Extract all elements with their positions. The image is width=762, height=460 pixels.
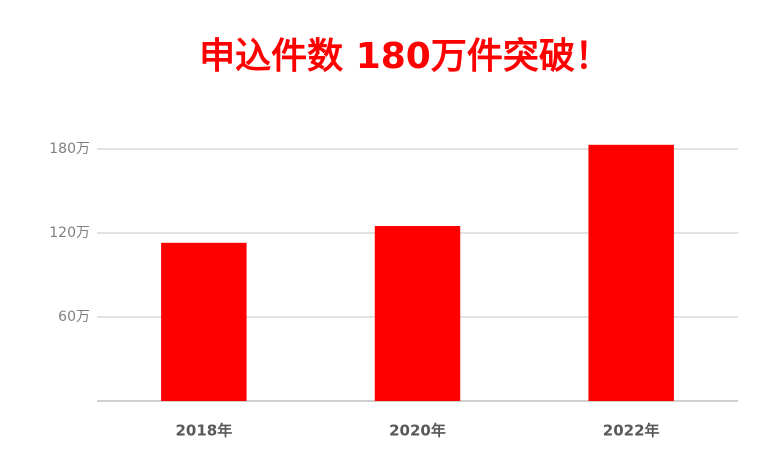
chart-title: 申込件数 180万件突破！: [199, 36, 611, 77]
x-tick-label: 2022年: [603, 422, 660, 440]
bar: [374, 226, 461, 401]
x-tick-label: 2018年: [175, 422, 232, 440]
y-tick-label: 120万: [49, 225, 90, 241]
y-tick-label: 60万: [58, 309, 90, 325]
x-tick-label: 2020年: [389, 422, 446, 440]
bar: [161, 242, 247, 401]
bar: [588, 144, 674, 402]
y-tick-label: 180万: [49, 141, 90, 157]
